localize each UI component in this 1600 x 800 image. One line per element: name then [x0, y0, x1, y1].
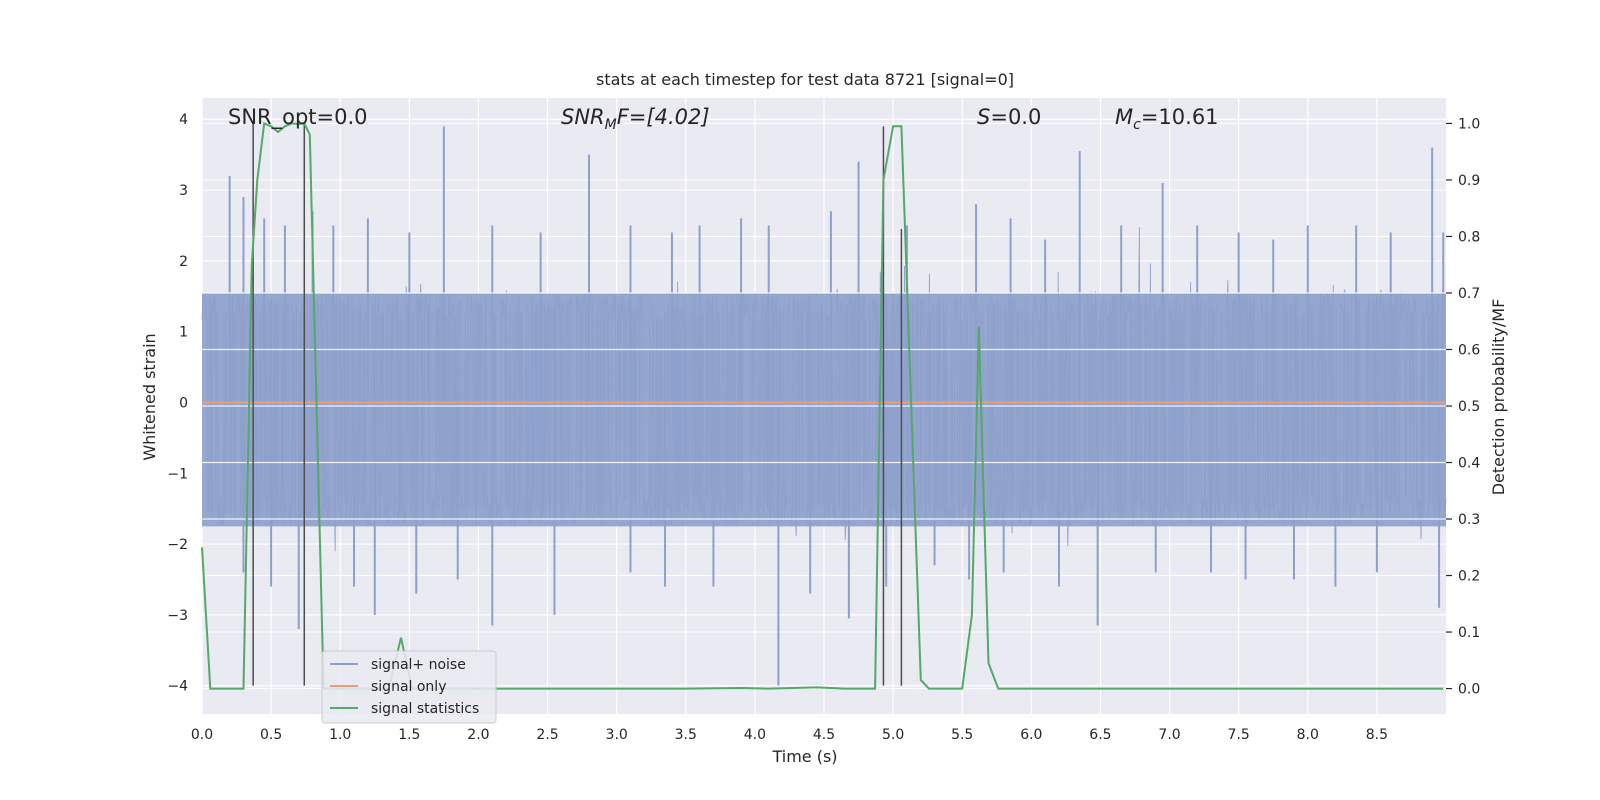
- right-tick-label: 0.2: [1458, 569, 1480, 585]
- mc-main: M: [1115, 105, 1133, 129]
- legend-label-signal-statistics: signal statistics: [371, 701, 479, 717]
- x-tick-label: 2.5: [536, 727, 558, 743]
- right-tick-label: 0.5: [1458, 399, 1480, 415]
- right-axis-ticks: 0.0 0.1 0.2 0.3 0.4 0.5 0.6 0.7 0.8 0.9 1.0: [1446, 116, 1480, 698]
- annotation-snr-opt: SNR_opt=0.0: [228, 105, 368, 130]
- legend: signal+ noise signal only signal statist…: [321, 650, 497, 724]
- statistics-line: [201, 121, 1444, 690]
- right-tick-label: 0.1: [1458, 625, 1480, 641]
- left-tick-label: 3: [179, 183, 188, 199]
- annotation-mc: Mc=10.61: [1115, 105, 1219, 133]
- x-tick-label: 5.5: [951, 727, 973, 743]
- x-tick-label: 1.0: [329, 727, 351, 743]
- left-axis-ticks: −4 −3 −2 −1 0 1 2 3 4: [167, 112, 188, 694]
- left-tick-label: −2: [167, 537, 188, 553]
- x-tick-label: 5.0: [882, 727, 904, 743]
- noise-core-band: [202, 292, 1446, 527]
- x-tick-label: 3.0: [606, 727, 628, 743]
- right-tick-label: 0.6: [1458, 342, 1480, 358]
- snr-mf-main: SNR: [561, 105, 605, 129]
- left-tick-label: 1: [179, 325, 188, 341]
- left-tick-label: 2: [179, 254, 188, 270]
- legend-label-signal-noise: signal+ noise: [371, 657, 466, 673]
- mc-tail: =10.61: [1141, 105, 1219, 129]
- x-tick-label: 4.0: [744, 727, 766, 743]
- mc-sub: c: [1133, 117, 1141, 133]
- x-tick-label: 4.5: [813, 727, 835, 743]
- s-main: S: [977, 105, 990, 129]
- statistics-series: [201, 121, 1444, 690]
- right-tick-label: 0.8: [1458, 229, 1480, 245]
- right-axis-label: Detection probability/MF: [1489, 299, 1508, 496]
- snr-mf-sub: M: [605, 117, 617, 133]
- snr-mf-tail: F=[4.02]: [617, 105, 710, 129]
- x-tick-label: 6.5: [1089, 727, 1111, 743]
- x-tick-label: 8.0: [1297, 727, 1319, 743]
- annotation-snr-mf: SNRMF=[4.02]: [561, 105, 710, 133]
- noise-series: [201, 126, 1447, 686]
- right-tick-label: 0.3: [1458, 512, 1480, 528]
- x-tick-label: 0.0: [191, 727, 213, 743]
- right-tick-label: 0.9: [1458, 173, 1480, 189]
- x-axis-ticks: 0.0 0.5 1.0 1.5 2.0 2.5 3.0 3.5 4.0 4.5 5.0 5.5 6.0 6…: [191, 727, 1388, 743]
- left-tick-label: 0: [179, 395, 188, 411]
- right-tick-label: 0.4: [1458, 456, 1480, 472]
- left-tick-label: 4: [179, 112, 188, 128]
- right-tick-label: 0.0: [1458, 682, 1480, 698]
- x-tick-label: 1.5: [398, 727, 420, 743]
- chart-title: stats at each timestep for test data 872…: [596, 70, 1014, 89]
- legend-box: [321, 650, 497, 724]
- x-tick-label: 7.0: [1158, 727, 1180, 743]
- left-tick-label: −4: [167, 679, 188, 695]
- right-tick-label: 1.0: [1458, 116, 1480, 132]
- annotation-s: S=0.0: [977, 105, 1041, 129]
- x-tick-label: 3.5: [675, 727, 697, 743]
- left-tick-label: −1: [167, 466, 188, 482]
- legend-label-signal-only: signal only: [371, 679, 446, 695]
- x-tick-label: 7.5: [1228, 727, 1250, 743]
- x-tick-label: 6.0: [1020, 727, 1042, 743]
- x-tick-label: 0.5: [260, 727, 282, 743]
- left-axis-label: Whitened strain: [140, 333, 159, 460]
- x-axis-label: Time (s): [771, 747, 837, 766]
- s-tail: =0.0: [990, 105, 1041, 129]
- left-tick-label: −3: [167, 608, 188, 624]
- x-tick-label: 8.5: [1366, 727, 1388, 743]
- x-tick-label: 2.0: [467, 727, 489, 743]
- right-tick-label: 0.7: [1458, 286, 1480, 302]
